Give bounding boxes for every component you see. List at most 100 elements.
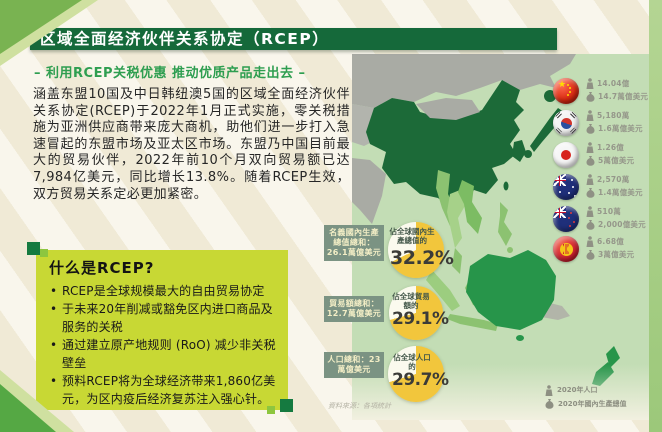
sumatra-shape — [426, 270, 460, 311]
country-row-japan: 1.26億 5萬億美元 — [541, 141, 659, 169]
population-icon — [586, 174, 594, 185]
gdp-icon — [586, 155, 595, 166]
population-value: 510萬 — [597, 207, 621, 216]
trigram — [570, 110, 578, 119]
trade-total-label: 貿易額總和：12.7萬億美元 — [324, 296, 384, 322]
intro-paragraph: 涵盖东盟10国及中日韩纽澳5国的区域全面经济伙伴关系协定(RCEP)于2022年… — [33, 87, 350, 202]
gdp-icon — [586, 249, 595, 260]
legend-population-label: 2020年人口 — [557, 386, 598, 394]
trigram — [554, 110, 562, 119]
china-shape — [366, 80, 524, 208]
trade-share-pie-chart — [389, 286, 443, 340]
quote-square-dark — [280, 399, 293, 412]
gdp-icon — [586, 187, 595, 198]
malay-peninsula-shape — [452, 248, 462, 274]
gdp-share-percent: 32.2% — [390, 247, 454, 269]
population-value: 1.26億 — [597, 143, 625, 152]
what-box-bullet: 通过建立原产地规则 (RoO) 减少非关税壁垒 — [49, 336, 277, 372]
quote-mark-decoration — [27, 242, 51, 260]
trade-share-caption: 佔全球貿易額的 — [392, 292, 430, 310]
quote-square-dark — [27, 242, 40, 255]
gdp-value: 5萬億美元 — [598, 156, 635, 165]
source-note: 資料來源：各項統計 — [328, 402, 391, 410]
population-value: 2,570萬 — [597, 175, 630, 184]
population-value: 5,180萬 — [597, 111, 630, 120]
what-box-bullet: 于未来20年削减或豁免区内进口商品及服务的关税 — [49, 300, 277, 336]
tasmania-shape — [516, 335, 524, 341]
what-box-bullet: 预料RCEP将为全球经济带来1,860亿美元，为区内疫后经济复苏注入强心针。 — [49, 372, 277, 408]
vietnam-shape — [458, 180, 482, 234]
asean-rice-sheaf — [562, 244, 570, 254]
header-bar: 区域全面经济伙伴关系协定（RCEP） — [30, 28, 557, 50]
what-box-bullet: RCEP是全球规模最大的自由贸易协定 — [49, 282, 277, 300]
gdp-share-caption: 佔全球國內生產總值的 — [389, 227, 435, 245]
what-box-title: 什么是RCEP? — [49, 259, 155, 277]
gdp-total-label: 名義國內生產總值總和：26.1萬億美元 — [324, 225, 384, 261]
country-row-new-zealand: 510萬 2,000億美元 — [541, 205, 659, 233]
southern-cross-stars — [570, 212, 572, 214]
gdp-value: 3萬億美元 — [598, 250, 635, 259]
kyushu-shape — [524, 150, 532, 158]
southern-cross-stars — [571, 179, 573, 181]
map-legend: 2020年人口 2020年國內生產總值 — [545, 383, 657, 411]
mindanao-shape — [507, 247, 513, 253]
population-icon — [586, 236, 594, 247]
china-star: ★ — [558, 80, 567, 90]
union-jack — [553, 206, 566, 218]
country-row-china: ★ 14.04億 14.7萬億美元 — [541, 77, 659, 105]
population-share-pie-chart — [388, 346, 444, 402]
country-row-south-korea: 5,180萬 1.6萬億美元 — [541, 109, 659, 137]
subtitle: – 利用RCEP关税优惠 推动优质产品走出去 – — [34, 66, 306, 81]
trigram — [570, 127, 578, 136]
russia-landmass — [352, 54, 576, 108]
what-box-list: RCEP是全球规模最大的自由贸易协定 于未来20年削减或豁免区内进口商品及服务的… — [49, 282, 277, 408]
gdp-icon — [586, 219, 595, 230]
population-value: 6.68億 — [597, 237, 625, 246]
gdp-share-pie-chart — [388, 222, 444, 278]
page-title: 区域全面经济伙伴关系协定（RCEP） — [40, 30, 330, 48]
population-icon — [586, 78, 594, 89]
population-icon — [545, 384, 553, 396]
gdp-value: 1.6萬億美元 — [598, 124, 643, 133]
gdp-icon — [586, 91, 595, 102]
south-korea-flag-icon — [553, 110, 579, 136]
japan-flag-icon — [553, 142, 579, 168]
population-icon — [586, 142, 594, 153]
country-row-asean: 6.68億 3萬億美元 — [541, 235, 659, 263]
india-landmass — [352, 158, 386, 224]
country-row-australia: 2,570萬 1.4萬億美元 — [541, 173, 659, 201]
population-icon — [586, 110, 594, 121]
quote-mark-decoration — [267, 399, 293, 417]
what-is-rcep-box: 什么是RCEP? RCEP是全球规模最大的自由贸易协定 于未来20年削减或豁免区… — [36, 250, 288, 410]
gdp-value: 2,000億美元 — [598, 220, 646, 229]
australia-shape — [466, 250, 556, 330]
gdp-icon — [586, 123, 595, 134]
population-icon — [586, 206, 594, 217]
korea-shape — [512, 140, 526, 162]
taiwan-shape — [503, 181, 509, 191]
union-jack — [553, 174, 566, 186]
population-total-label: 人口總和：23萬億美元 — [324, 352, 384, 378]
taeguk — [560, 117, 572, 129]
right-edge-green-strip — [649, 0, 662, 432]
quote-square-light — [40, 249, 48, 257]
rising-sun — [561, 150, 571, 160]
new-zealand-flag-icon — [553, 206, 579, 232]
gdp-value: 1.4萬億美元 — [598, 188, 643, 197]
java-shape — [447, 314, 498, 331]
gdp-value: 14.7萬億美元 — [598, 92, 649, 101]
new-zealand-north-shape — [606, 346, 620, 368]
legend-gdp-label: 2020年國內生產總值 — [558, 400, 627, 408]
quote-square-light — [267, 406, 275, 414]
australia-flag-icon — [553, 174, 579, 200]
trade-share-percent: 29.1% — [392, 309, 449, 329]
gdp-icon — [545, 399, 554, 409]
population-share-caption: 佔全球人口的 — [393, 353, 431, 371]
trigram — [554, 127, 562, 136]
philippines-shape — [498, 202, 512, 246]
population-share-percent: 29.7% — [392, 370, 449, 390]
population-value: 14.04億 — [597, 79, 630, 88]
asean-flag-icon — [553, 236, 579, 262]
china-flag-icon: ★ — [553, 78, 579, 104]
